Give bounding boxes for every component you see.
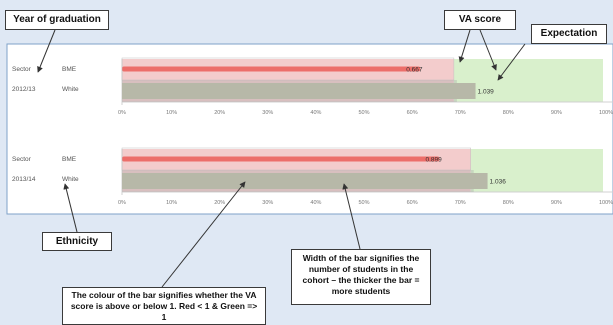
x-tick-label: 40% (310, 110, 321, 116)
arrow-ethnicity (63, 183, 78, 233)
x-tick-label: 100% (599, 110, 613, 116)
arrow-va-score-1 (458, 29, 471, 63)
x-tick-label: 60% (407, 110, 418, 116)
callout-year-of-graduation: Year of graduation (5, 10, 109, 30)
x-tick-label: 100% (599, 200, 613, 206)
x-tick-label: 0% (118, 200, 126, 206)
x-tick-label: 50% (359, 110, 370, 116)
callout-bar-width: Width of the bar signifies the number of… (291, 249, 431, 305)
year-label: 2013/14 (12, 176, 36, 183)
expectation-marker (121, 147, 471, 171)
annotation-arrows (37, 29, 526, 288)
bar (122, 66, 421, 72)
callout-expectation: Expectation (531, 24, 607, 44)
x-tick-label: 20% (214, 200, 225, 206)
x-tick-label: 50% (359, 200, 370, 206)
arrow-width (342, 183, 361, 250)
x-tick-label: 40% (310, 200, 321, 206)
callout-ethnicity: Ethnicity (42, 232, 112, 251)
x-tick-label: 20% (214, 110, 225, 116)
above-expectation-band (470, 149, 603, 192)
data-label: 0.899 (425, 157, 442, 164)
category-label: White (62, 86, 79, 93)
data-label: 1.036 (490, 179, 507, 186)
data-label: 1.039 (478, 89, 495, 96)
x-tick-label: 80% (503, 110, 514, 116)
year-label: 2012/13 (12, 86, 36, 93)
above-expectation-band (453, 59, 603, 102)
x-tick-label: 70% (455, 110, 466, 116)
arrow-year (37, 29, 56, 73)
x-tick-label: 90% (551, 110, 562, 116)
x-tick-label: 60% (407, 200, 418, 206)
x-tick-label: 10% (166, 110, 177, 116)
category-label: White (62, 176, 79, 183)
bar (122, 156, 440, 162)
x-tick-label: 80% (503, 200, 514, 206)
data-label: 0.667 (406, 67, 423, 74)
x-tick-label: 10% (166, 200, 177, 206)
callout-va-score: VA score (444, 10, 516, 30)
x-tick-label: 0% (118, 110, 126, 116)
bar (122, 173, 488, 189)
x-tick-label: 70% (455, 200, 466, 206)
expectation-marker (121, 57, 455, 81)
group-label: Sector (12, 66, 32, 73)
x-tick-label: 90% (551, 200, 562, 206)
arrow-colour (161, 181, 246, 288)
arrow-expectation (497, 43, 526, 81)
category-label: BME (62, 156, 77, 163)
x-tick-label: 30% (262, 200, 273, 206)
arrow-va-score-2 (479, 29, 497, 71)
bar (122, 83, 476, 99)
category-label: BME (62, 66, 77, 73)
x-tick-label: 30% (262, 110, 273, 116)
group-label: Sector (12, 156, 32, 163)
callout-bar-colour: The colour of the bar signifies whether … (62, 287, 266, 325)
